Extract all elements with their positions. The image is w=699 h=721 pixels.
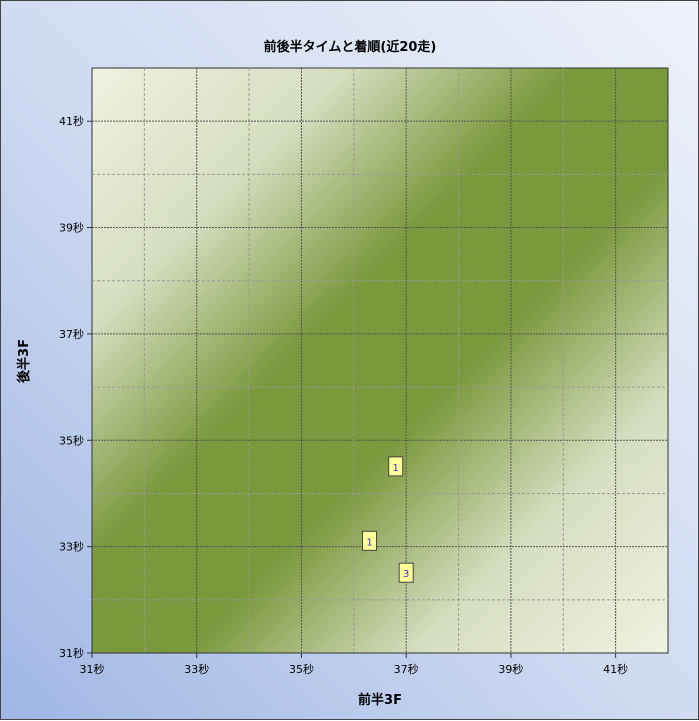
x-tick-label: 37秒	[394, 662, 419, 676]
y-axis-label: 後半3F	[16, 339, 32, 383]
y-tick-label: 31秒	[59, 646, 84, 660]
data-point-label: 3	[403, 569, 409, 580]
x-tick-label: 39秒	[498, 662, 523, 676]
data-point-marker	[362, 530, 378, 551]
data-point: 3	[398, 562, 414, 583]
x-tick-label: 35秒	[289, 662, 314, 676]
data-point-label: 1	[393, 463, 399, 474]
y-tick-label: 41秒	[59, 114, 84, 128]
y-tick-label: 35秒	[59, 433, 84, 447]
chart-title: 前後半タイムと着順(近20走)	[264, 39, 437, 55]
x-tick-label: 41秒	[603, 662, 628, 676]
data-point-marker	[398, 562, 414, 583]
data-point: 1	[388, 456, 404, 477]
data-point-label: 1	[366, 537, 372, 548]
plot-area	[91, 67, 669, 654]
x-axis-label: 前半3F	[358, 692, 402, 708]
x-tick-label: 33秒	[184, 662, 209, 676]
x-tick-label: 31秒	[80, 662, 105, 676]
data-point: 1	[362, 530, 378, 551]
y-tick-label: 33秒	[59, 540, 84, 554]
data-point-marker	[388, 456, 404, 477]
y-tick-label: 39秒	[59, 221, 84, 235]
y-tick-label: 37秒	[59, 327, 84, 341]
